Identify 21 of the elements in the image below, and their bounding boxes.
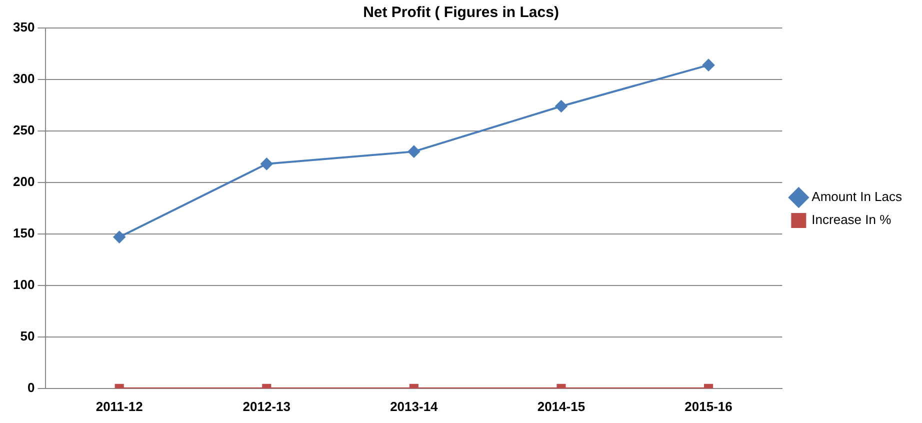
x-tick-label: 2013-14 [390, 398, 439, 414]
point [113, 231, 126, 244]
x-tick-label: 2012-13 [242, 398, 290, 414]
point [408, 146, 420, 158]
y-tick-label: 250 [12, 122, 35, 138]
legend-label: Amount In Lacs [812, 189, 902, 204]
chart-title: Net Profit ( Figures in Lacs) [363, 4, 559, 22]
legend-label: Increase In % [812, 212, 892, 228]
y-tick-label: 50 [20, 328, 35, 344]
point [555, 100, 568, 112]
x-tick-label: 2015-16 [684, 398, 732, 414]
point [260, 158, 273, 170]
y-tick-label: 100 [12, 277, 35, 292]
y-tick-label: 350 [12, 20, 35, 35]
y-tick-label: 150 [12, 226, 35, 241]
y-tick-label: 0 [27, 380, 35, 395]
y-tick-label: 300 [12, 71, 35, 86]
point [702, 59, 715, 72]
x-tick-label: 2014-15 [537, 398, 586, 414]
y-tick-label: 200 [12, 174, 35, 190]
x-tick-label: 2011-12 [96, 398, 143, 414]
